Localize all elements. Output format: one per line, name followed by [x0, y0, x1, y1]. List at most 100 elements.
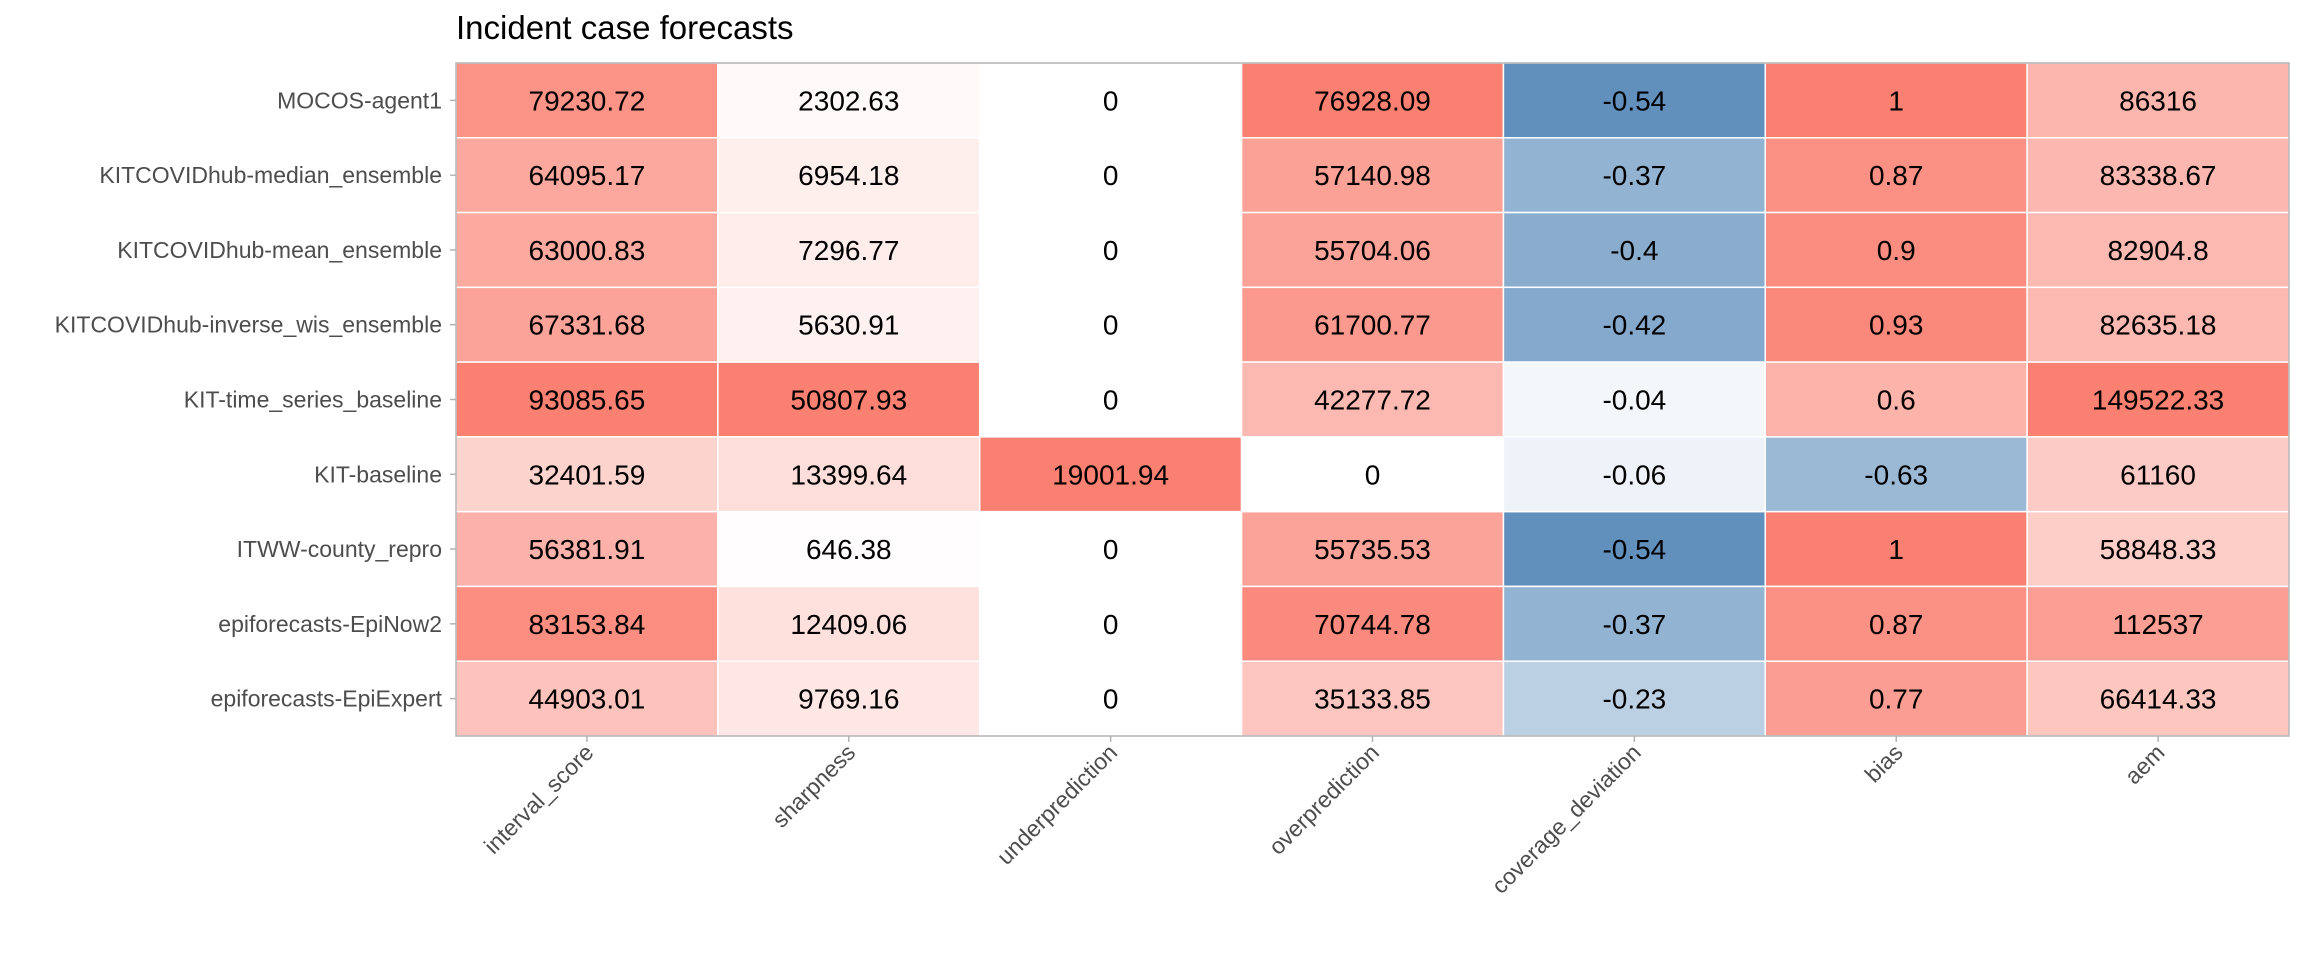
- x-tick-label-interval-score: interval_score: [479, 739, 599, 859]
- y-tick-label-mocos-agent1: MOCOS-agent1: [277, 87, 442, 113]
- chart-title: Incident case forecasts: [456, 9, 794, 46]
- cell-value-label: 32401.59: [529, 459, 646, 490]
- y-tick-label-kitcovidhub-median-ensemble: KITCOVIDhub-median_ensemble: [99, 162, 442, 188]
- heatmap-cell-itww-county-repro-bias: [1764, 510, 2028, 588]
- heatmap-cell-kit-time-series-baseline-interval-score: [455, 361, 719, 438]
- cell-value-label: 0.87: [1869, 609, 1924, 640]
- cell-value-label: 93085.65: [529, 385, 646, 416]
- cell-value-label: 0: [1103, 385, 1119, 416]
- heatmap-cells: 79230.72 2302.63 0 76928.09 -0.54 1 86316 64095…: [455, 62, 2290, 737]
- y-tick-label-kitcovidhub-inverse-wis-ensemble: KITCOVIDhub-inverse_wis_ensemble: [55, 312, 442, 338]
- cell-value-label: 55735.53: [1314, 534, 1431, 565]
- cell-value-label: 58848.33: [2100, 534, 2217, 565]
- heatmap-cell-epiforecasts-epinow2-aem: [2026, 585, 2290, 662]
- heatmap-cell-kit-time-series-baseline-aem: [2026, 361, 2290, 438]
- heatmap-cell-kitcovidhub-median-ensemble-bias: [1764, 137, 2028, 214]
- y-tick-label-kit-baseline: KIT-baseline: [314, 461, 442, 487]
- cell-value-label: -0.42: [1602, 310, 1666, 341]
- heatmap-cell-epiforecasts-epiexpert-underprediction: [978, 660, 1243, 737]
- cell-value-label: -0.54: [1602, 534, 1666, 565]
- heatmap-cell-itww-county-repro-aem: [2026, 510, 2290, 588]
- cell-value-label: -0.54: [1602, 85, 1666, 116]
- heatmap-cell-kitcovidhub-mean-ensemble-underprediction: [978, 211, 1243, 289]
- heatmap-cell-kit-time-series-baseline-underprediction: [978, 361, 1243, 438]
- cell-value-label: 55704.06: [1314, 235, 1431, 266]
- cell-value-label: 63000.83: [529, 235, 646, 266]
- heatmap-cell-mocos-agent1-bias: [1764, 62, 2028, 139]
- cell-value-label: 0: [1103, 534, 1119, 565]
- heatmap-cell-kit-baseline-coverage-deviation: [1502, 436, 1767, 513]
- heatmap-cell-epiforecasts-epinow2-overprediction: [1240, 585, 1505, 662]
- heatmap-cell-kit-baseline-aem: [2026, 436, 2290, 513]
- x-tick-label-bias: bias: [1860, 739, 1908, 787]
- heatmap-cell-kitcovidhub-median-ensemble-underprediction: [978, 137, 1243, 214]
- cell-value-label: 2302.63: [798, 85, 899, 116]
- heatmap-cell-kitcovidhub-inverse-wis-ensemble-interval-score: [455, 286, 719, 363]
- heatmap-cell-kitcovidhub-mean-ensemble-sharpness: [717, 211, 981, 289]
- cell-value-label: 0.9: [1877, 235, 1916, 266]
- cell-value-label: 0.6: [1877, 385, 1916, 416]
- cell-value-label: 149522.33: [2092, 385, 2224, 416]
- heatmap-cell-mocos-agent1-coverage-deviation: [1502, 62, 1767, 139]
- heatmap-cell-epiforecasts-epiexpert-coverage-deviation: [1502, 660, 1767, 737]
- cell-value-label: 0: [1103, 684, 1119, 715]
- cell-value-label: -0.06: [1602, 459, 1666, 490]
- cell-value-label: -0.23: [1602, 684, 1666, 715]
- heatmap-cell-kitcovidhub-inverse-wis-ensemble-sharpness: [717, 286, 981, 363]
- cell-value-label: 1: [1888, 534, 1904, 565]
- heatmap-cell-epiforecasts-epinow2-interval-score: [455, 585, 719, 662]
- cell-value-label: 61700.77: [1314, 310, 1431, 341]
- cell-value-label: 83153.84: [529, 609, 646, 640]
- cell-value-label: 57140.98: [1314, 160, 1431, 191]
- x-tick-label-overprediction: overprediction: [1263, 739, 1384, 860]
- cell-value-label: 6954.18: [798, 160, 899, 191]
- cell-value-label: 19001.94: [1052, 459, 1169, 490]
- cell-value-label: 44903.01: [529, 684, 646, 715]
- cell-value-label: 0: [1103, 160, 1119, 191]
- heatmap-cell-kitcovidhub-inverse-wis-ensemble-aem: [2026, 286, 2290, 363]
- heatmap-cell-kitcovidhub-inverse-wis-ensemble-bias: [1764, 286, 2028, 363]
- cell-value-label: 0: [1103, 235, 1119, 266]
- cell-value-label: 67331.68: [529, 310, 646, 341]
- y-tick-label-epiforecasts-epiexpert: epiforecasts-EpiExpert: [211, 686, 443, 712]
- cell-value-label: 0: [1365, 459, 1381, 490]
- y-tick-label-kitcovidhub-mean-ensemble: KITCOVIDhub-mean_ensemble: [117, 237, 442, 263]
- heatmap-cell-kitcovidhub-median-ensemble-aem: [2026, 137, 2290, 214]
- heatmap-cell-kit-baseline-overprediction: [1240, 436, 1505, 513]
- x-tick-label-underprediction: underprediction: [992, 739, 1123, 870]
- cell-value-label: 13399.64: [790, 459, 907, 490]
- cell-value-label: 112537: [2112, 609, 2203, 640]
- x-tick-label-sharpness: sharpness: [767, 739, 860, 832]
- x-tick-label-coverage-deviation: coverage_deviation: [1486, 739, 1645, 898]
- heatmap-cell-kit-baseline-underprediction: [978, 436, 1243, 513]
- x-axis-ticks: [586, 736, 2159, 742]
- heatmap-cell-kitcovidhub-mean-ensemble-bias: [1764, 211, 2028, 289]
- heatmap-cell-epiforecasts-epinow2-bias: [1764, 585, 2028, 662]
- cell-value-label: 86316: [2119, 85, 2197, 116]
- cell-value-label: 61160: [2120, 459, 2196, 490]
- cell-value-label: 83338.67: [2100, 160, 2217, 191]
- cell-value-label: -0.37: [1602, 609, 1666, 640]
- y-axis-ticks: [450, 99, 456, 700]
- heatmap-cell-kitcovidhub-median-ensemble-coverage-deviation: [1502, 137, 1767, 214]
- cell-value-label: 42277.72: [1314, 385, 1431, 416]
- y-tick-label-epiforecasts-epinow2: epiforecasts-EpiNow2: [218, 611, 442, 637]
- heatmap-cell-itww-county-repro-interval-score: [455, 510, 719, 588]
- cell-value-label: 82904.8: [2107, 235, 2208, 266]
- y-axis-labels: MOCOS-agent1 KITCOVIDhub-median_ensemble K…: [55, 87, 443, 711]
- cell-value-label: 64095.17: [529, 160, 646, 191]
- cell-value-label: 76928.09: [1314, 85, 1431, 116]
- cell-value-label: -0.4: [1610, 235, 1658, 266]
- cell-value-label: 0: [1103, 310, 1119, 341]
- cell-value-label: 0: [1103, 609, 1119, 640]
- cell-value-label: 66414.33: [2100, 684, 2217, 715]
- cell-value-label: 1: [1888, 85, 1904, 116]
- heatmap-cell-mocos-agent1-overprediction: [1240, 62, 1505, 139]
- cell-value-label: 0.93: [1869, 310, 1924, 341]
- cell-value-label: 9769.16: [798, 684, 899, 715]
- heatmap-cell-kitcovidhub-mean-ensemble-coverage-deviation: [1502, 211, 1767, 289]
- heatmap-cell-kit-baseline-interval-score: [455, 436, 719, 513]
- cell-value-label: -0.04: [1602, 385, 1666, 416]
- heatmap-cell-kit-baseline-sharpness: [717, 436, 981, 513]
